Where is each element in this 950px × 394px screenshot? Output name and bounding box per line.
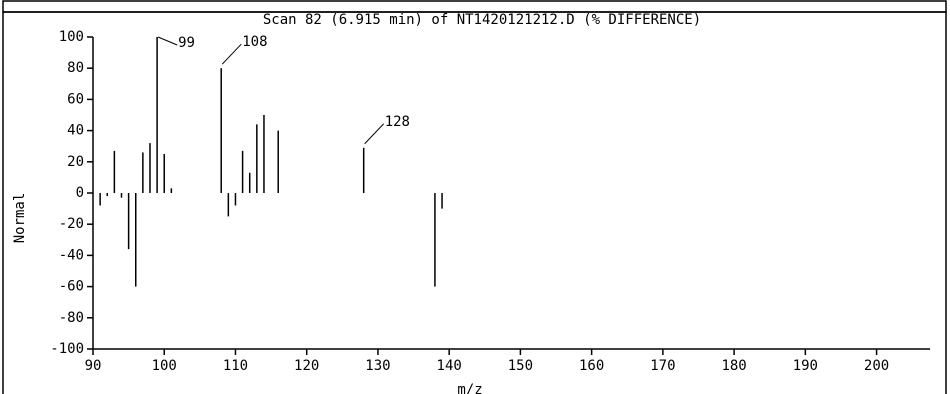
annotation: 108 (242, 34, 267, 50)
y-tick-label: 20 (67, 154, 84, 170)
x-tick-label: 160 (579, 358, 604, 374)
y-tick-label: -20 (59, 216, 84, 232)
x-tick-label: 110 (223, 358, 248, 374)
annotation-leader (221, 43, 242, 65)
annotation-leader (157, 36, 178, 46)
x-tick-label: 120 (294, 358, 319, 374)
y-tick-label: 60 (67, 91, 84, 107)
y-axis-label: Normal (12, 193, 28, 244)
y-tick-label: 80 (67, 60, 84, 76)
y-tick-label: 40 (67, 123, 84, 139)
y-tick-label: -100 (50, 341, 84, 357)
annotation: 128 (385, 114, 410, 130)
frame (2, 11, 947, 394)
x-tick-label: 170 (650, 358, 675, 374)
y-tick-label: -40 (59, 247, 84, 263)
x-tick-label: 150 (508, 358, 533, 374)
x-tick-label: 190 (793, 358, 818, 374)
annotation: 99 (178, 35, 195, 51)
annotation-leader (364, 123, 385, 145)
top-strip (2, 0, 947, 13)
x-tick-label: 140 (437, 358, 462, 374)
y-tick-label: -80 (59, 310, 84, 326)
x-tick-label: 100 (152, 358, 177, 374)
y-tick-label: 0 (76, 185, 84, 201)
y-tick-label: -60 (59, 279, 84, 295)
x-tick-label: 130 (365, 358, 390, 374)
x-axis-label: m/z (457, 382, 482, 394)
x-tick-label: 90 (85, 358, 102, 374)
y-tick-label: 100 (59, 29, 84, 45)
x-tick-label: 200 (864, 358, 889, 374)
chart-title: Scan 82 (6.915 min) of NT1420121212.D (%… (263, 12, 701, 28)
x-tick-label: 180 (721, 358, 746, 374)
